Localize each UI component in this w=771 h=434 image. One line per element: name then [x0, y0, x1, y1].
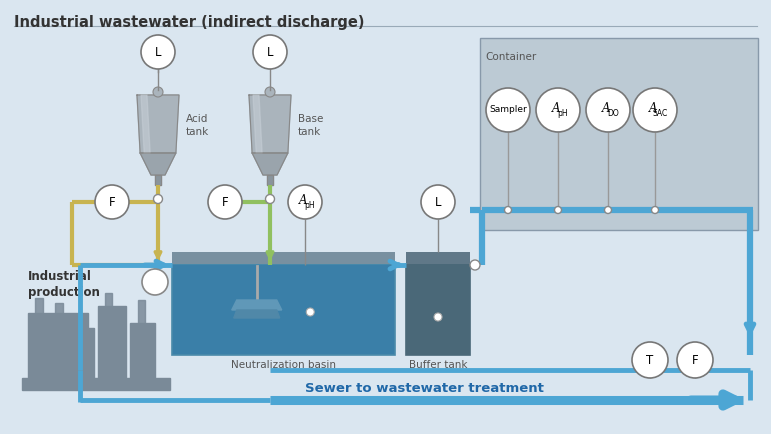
Text: T: T — [646, 354, 654, 366]
Circle shape — [536, 88, 580, 132]
Polygon shape — [141, 95, 150, 153]
Circle shape — [306, 308, 315, 316]
Text: pH: pH — [557, 109, 568, 118]
Circle shape — [253, 35, 287, 69]
Polygon shape — [35, 298, 43, 328]
Text: tank: tank — [186, 127, 209, 137]
Text: DO: DO — [607, 109, 619, 118]
Polygon shape — [252, 153, 288, 175]
Bar — [480, 38, 758, 230]
Circle shape — [470, 260, 480, 270]
Circle shape — [677, 342, 713, 378]
Circle shape — [141, 35, 175, 69]
Polygon shape — [137, 95, 179, 153]
Polygon shape — [55, 303, 63, 328]
Text: Sampler: Sampler — [489, 105, 527, 115]
Text: A: A — [648, 102, 657, 115]
Bar — [172, 264, 395, 355]
Circle shape — [504, 207, 511, 214]
Text: Base: Base — [298, 114, 323, 124]
Circle shape — [142, 269, 168, 295]
Text: L: L — [267, 46, 273, 59]
Text: F: F — [692, 354, 699, 366]
Text: Neutralization basin: Neutralization basin — [231, 360, 336, 370]
Text: Container: Container — [485, 52, 537, 62]
Text: A: A — [298, 194, 308, 207]
Text: A: A — [552, 102, 561, 115]
Circle shape — [208, 185, 242, 219]
Text: tank: tank — [298, 127, 322, 137]
Text: SAC: SAC — [652, 109, 668, 118]
Circle shape — [288, 185, 322, 219]
Circle shape — [153, 87, 163, 97]
Polygon shape — [28, 313, 88, 378]
Text: Industrial
production: Industrial production — [28, 270, 100, 299]
Polygon shape — [155, 175, 161, 185]
Circle shape — [434, 313, 442, 321]
Text: Acid: Acid — [186, 114, 208, 124]
Text: Sewer to wastewater treatment: Sewer to wastewater treatment — [305, 381, 544, 395]
Circle shape — [692, 366, 699, 374]
Polygon shape — [267, 175, 273, 185]
Bar — [406, 264, 470, 355]
Polygon shape — [234, 310, 280, 318]
Circle shape — [647, 366, 654, 374]
Circle shape — [265, 87, 275, 97]
Circle shape — [95, 185, 129, 219]
Circle shape — [265, 194, 274, 204]
Polygon shape — [130, 323, 155, 378]
Bar — [406, 252, 470, 264]
Polygon shape — [249, 95, 291, 153]
Polygon shape — [138, 300, 145, 328]
Text: Industrial wastewater (indirect discharge): Industrial wastewater (indirect discharg… — [14, 15, 365, 30]
Text: F: F — [222, 195, 228, 208]
Bar — [172, 252, 395, 264]
Circle shape — [586, 88, 630, 132]
Circle shape — [486, 88, 530, 132]
Text: L: L — [435, 195, 441, 208]
Polygon shape — [105, 293, 112, 328]
Circle shape — [554, 207, 561, 214]
Text: Buffer tank: Buffer tank — [409, 360, 467, 370]
Circle shape — [632, 342, 668, 378]
Text: L: L — [155, 46, 161, 59]
Polygon shape — [98, 306, 126, 378]
Circle shape — [651, 207, 658, 214]
Polygon shape — [22, 378, 170, 390]
Polygon shape — [72, 328, 94, 378]
Circle shape — [153, 194, 163, 204]
Circle shape — [633, 88, 677, 132]
Text: pH: pH — [305, 201, 315, 210]
Text: F: F — [109, 195, 116, 208]
Circle shape — [604, 207, 611, 214]
Circle shape — [421, 185, 455, 219]
Polygon shape — [140, 153, 176, 175]
Text: A: A — [601, 102, 611, 115]
Polygon shape — [232, 300, 281, 310]
Polygon shape — [253, 95, 262, 153]
